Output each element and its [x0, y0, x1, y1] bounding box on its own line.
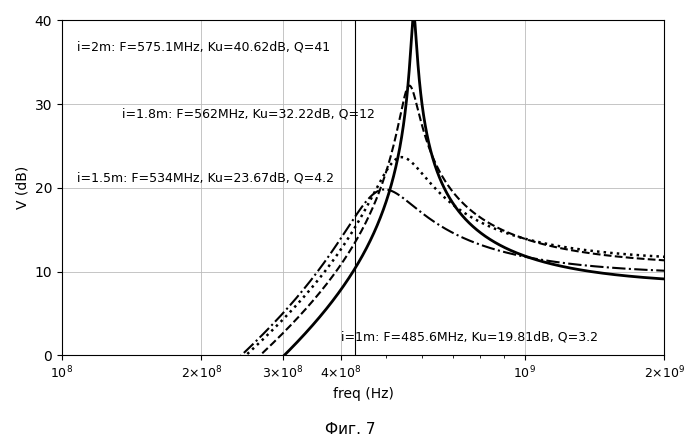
Text: i=1.8m: F=562MHz, Ku=32.22dB, Q=12: i=1.8m: F=562MHz, Ku=32.22dB, Q=12	[122, 108, 375, 121]
Text: i=1m: F=485.6MHz, Ku=19.81dB, Q=3.2: i=1m: F=485.6MHz, Ku=19.81dB, Q=3.2	[341, 330, 598, 343]
X-axis label: freq (Hz): freq (Hz)	[332, 387, 393, 401]
Text: i=1.5m: F=534MHz, Ku=23.67dB, Q=4.2: i=1.5m: F=534MHz, Ku=23.67dB, Q=4.2	[78, 171, 335, 184]
Y-axis label: V (dB): V (dB)	[15, 166, 29, 209]
Text: Фиг. 7: Фиг. 7	[325, 422, 375, 437]
Text: i=2m: F=575.1MHz, Ku=40.62dB, Q=41: i=2m: F=575.1MHz, Ku=40.62dB, Q=41	[78, 41, 330, 54]
